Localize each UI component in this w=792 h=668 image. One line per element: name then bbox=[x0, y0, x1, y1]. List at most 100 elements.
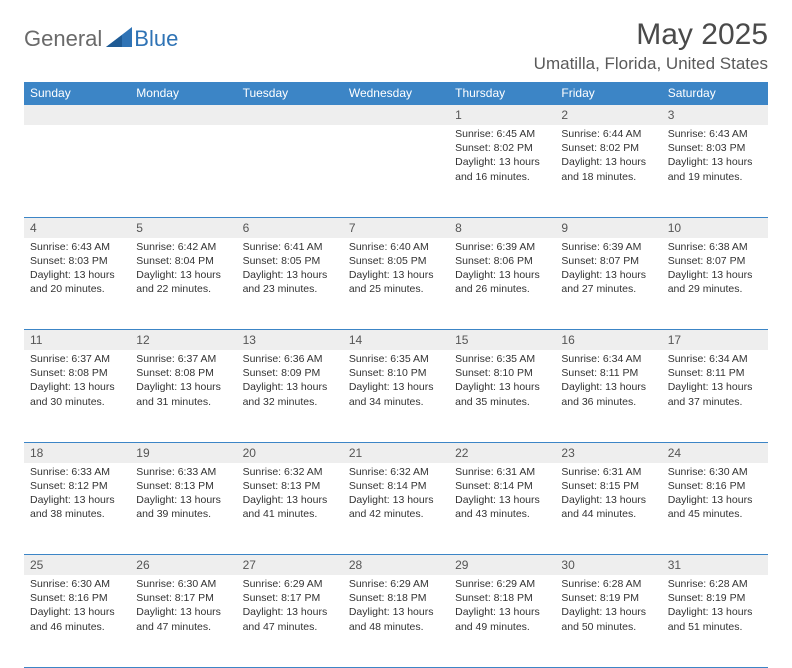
weekday-header: Wednesday bbox=[343, 82, 449, 105]
weekday-header: Friday bbox=[555, 82, 661, 105]
sunset-line: Sunset: 8:08 PM bbox=[30, 366, 124, 380]
daylight-line: Daylight: 13 hours and 48 minutes. bbox=[349, 605, 443, 633]
daylight-line: Daylight: 13 hours and 42 minutes. bbox=[349, 493, 443, 521]
day-body-cell: Sunrise: 6:31 AMSunset: 8:14 PMDaylight:… bbox=[449, 463, 555, 555]
sunrise-line: Sunrise: 6:33 AM bbox=[136, 465, 230, 479]
day-number-cell: 25 bbox=[24, 555, 130, 576]
sunset-line: Sunset: 8:05 PM bbox=[349, 254, 443, 268]
brand-text-blue: Blue bbox=[134, 26, 178, 52]
day-number-cell: 31 bbox=[662, 555, 768, 576]
daylight-line: Daylight: 13 hours and 25 minutes. bbox=[349, 268, 443, 296]
day-number-cell: 8 bbox=[449, 217, 555, 238]
day-body-cell: Sunrise: 6:38 AMSunset: 8:07 PMDaylight:… bbox=[662, 238, 768, 330]
day-number-cell bbox=[130, 105, 236, 126]
daylight-line: Daylight: 13 hours and 43 minutes. bbox=[455, 493, 549, 521]
sunset-line: Sunset: 8:19 PM bbox=[668, 591, 762, 605]
sunset-line: Sunset: 8:15 PM bbox=[561, 479, 655, 493]
sunrise-line: Sunrise: 6:31 AM bbox=[455, 465, 549, 479]
sunrise-line: Sunrise: 6:39 AM bbox=[561, 240, 655, 254]
sunset-line: Sunset: 8:18 PM bbox=[349, 591, 443, 605]
sunrise-line: Sunrise: 6:34 AM bbox=[561, 352, 655, 366]
day-number-cell: 28 bbox=[343, 555, 449, 576]
day-number-cell: 26 bbox=[130, 555, 236, 576]
sunset-line: Sunset: 8:18 PM bbox=[455, 591, 549, 605]
sunrise-line: Sunrise: 6:38 AM bbox=[668, 240, 762, 254]
sunrise-line: Sunrise: 6:33 AM bbox=[30, 465, 124, 479]
sunset-line: Sunset: 8:02 PM bbox=[561, 141, 655, 155]
day-number-cell: 13 bbox=[237, 330, 343, 351]
day-body-cell: Sunrise: 6:32 AMSunset: 8:13 PMDaylight:… bbox=[237, 463, 343, 555]
sunset-line: Sunset: 8:13 PM bbox=[136, 479, 230, 493]
sunrise-line: Sunrise: 6:43 AM bbox=[30, 240, 124, 254]
sunset-line: Sunset: 8:10 PM bbox=[455, 366, 549, 380]
daynum-row: 25262728293031 bbox=[24, 555, 768, 576]
daylight-line: Daylight: 13 hours and 20 minutes. bbox=[30, 268, 124, 296]
sunset-line: Sunset: 8:02 PM bbox=[455, 141, 549, 155]
brand-text-general: General bbox=[24, 26, 102, 52]
sunset-line: Sunset: 8:04 PM bbox=[136, 254, 230, 268]
day-number-cell: 10 bbox=[662, 217, 768, 238]
day-number-cell: 1 bbox=[449, 105, 555, 126]
sunrise-line: Sunrise: 6:35 AM bbox=[349, 352, 443, 366]
day-body-cell: Sunrise: 6:28 AMSunset: 8:19 PMDaylight:… bbox=[555, 575, 661, 667]
day-number-cell: 6 bbox=[237, 217, 343, 238]
day-number-cell: 18 bbox=[24, 442, 130, 463]
day-body-cell: Sunrise: 6:33 AMSunset: 8:12 PMDaylight:… bbox=[24, 463, 130, 555]
daylight-line: Daylight: 13 hours and 37 minutes. bbox=[668, 380, 762, 408]
day-number-cell: 19 bbox=[130, 442, 236, 463]
daynum-row: 18192021222324 bbox=[24, 442, 768, 463]
day-number-cell: 11 bbox=[24, 330, 130, 351]
sunset-line: Sunset: 8:16 PM bbox=[668, 479, 762, 493]
sunset-line: Sunset: 8:16 PM bbox=[30, 591, 124, 605]
sunset-line: Sunset: 8:17 PM bbox=[243, 591, 337, 605]
daylight-line: Daylight: 13 hours and 34 minutes. bbox=[349, 380, 443, 408]
week-row: Sunrise: 6:37 AMSunset: 8:08 PMDaylight:… bbox=[24, 350, 768, 442]
sunset-line: Sunset: 8:13 PM bbox=[243, 479, 337, 493]
day-body-cell: Sunrise: 6:35 AMSunset: 8:10 PMDaylight:… bbox=[449, 350, 555, 442]
day-number-cell: 21 bbox=[343, 442, 449, 463]
calendar-table: Sunday Monday Tuesday Wednesday Thursday… bbox=[24, 82, 768, 668]
day-number-cell bbox=[343, 105, 449, 126]
sunrise-line: Sunrise: 6:40 AM bbox=[349, 240, 443, 254]
location-label: Umatilla, Florida, United States bbox=[534, 54, 768, 74]
daylight-line: Daylight: 13 hours and 47 minutes. bbox=[136, 605, 230, 633]
daylight-line: Daylight: 13 hours and 50 minutes. bbox=[561, 605, 655, 633]
sunset-line: Sunset: 8:07 PM bbox=[668, 254, 762, 268]
daylight-line: Daylight: 13 hours and 19 minutes. bbox=[668, 155, 762, 183]
daylight-line: Daylight: 13 hours and 44 minutes. bbox=[561, 493, 655, 521]
daylight-line: Daylight: 13 hours and 23 minutes. bbox=[243, 268, 337, 296]
day-body-cell bbox=[130, 125, 236, 217]
daylight-line: Daylight: 13 hours and 18 minutes. bbox=[561, 155, 655, 183]
sunrise-line: Sunrise: 6:45 AM bbox=[455, 127, 549, 141]
daylight-line: Daylight: 13 hours and 35 minutes. bbox=[455, 380, 549, 408]
day-body-cell: Sunrise: 6:45 AMSunset: 8:02 PMDaylight:… bbox=[449, 125, 555, 217]
day-number-cell: 15 bbox=[449, 330, 555, 351]
day-number-cell: 14 bbox=[343, 330, 449, 351]
sunrise-line: Sunrise: 6:30 AM bbox=[136, 577, 230, 591]
day-number-cell: 24 bbox=[662, 442, 768, 463]
sunrise-line: Sunrise: 6:29 AM bbox=[455, 577, 549, 591]
sunset-line: Sunset: 8:07 PM bbox=[561, 254, 655, 268]
week-row: Sunrise: 6:45 AMSunset: 8:02 PMDaylight:… bbox=[24, 125, 768, 217]
day-number-cell bbox=[237, 105, 343, 126]
day-body-cell: Sunrise: 6:43 AMSunset: 8:03 PMDaylight:… bbox=[662, 125, 768, 217]
day-number-cell: 9 bbox=[555, 217, 661, 238]
daylight-line: Daylight: 13 hours and 39 minutes. bbox=[136, 493, 230, 521]
weekday-header-row: Sunday Monday Tuesday Wednesday Thursday… bbox=[24, 82, 768, 105]
day-body-cell: Sunrise: 6:29 AMSunset: 8:18 PMDaylight:… bbox=[343, 575, 449, 667]
sunset-line: Sunset: 8:19 PM bbox=[561, 591, 655, 605]
day-number-cell: 16 bbox=[555, 330, 661, 351]
sunrise-line: Sunrise: 6:28 AM bbox=[668, 577, 762, 591]
daynum-row: 123 bbox=[24, 105, 768, 126]
day-body-cell: Sunrise: 6:37 AMSunset: 8:08 PMDaylight:… bbox=[130, 350, 236, 442]
day-number-cell: 20 bbox=[237, 442, 343, 463]
daylight-line: Daylight: 13 hours and 30 minutes. bbox=[30, 380, 124, 408]
day-body-cell: Sunrise: 6:39 AMSunset: 8:06 PMDaylight:… bbox=[449, 238, 555, 330]
brand-logo: General Blue bbox=[24, 26, 178, 52]
sunrise-line: Sunrise: 6:30 AM bbox=[30, 577, 124, 591]
sunrise-line: Sunrise: 6:35 AM bbox=[455, 352, 549, 366]
daynum-row: 11121314151617 bbox=[24, 330, 768, 351]
day-number-cell: 5 bbox=[130, 217, 236, 238]
day-body-cell: Sunrise: 6:30 AMSunset: 8:16 PMDaylight:… bbox=[24, 575, 130, 667]
day-number-cell: 7 bbox=[343, 217, 449, 238]
